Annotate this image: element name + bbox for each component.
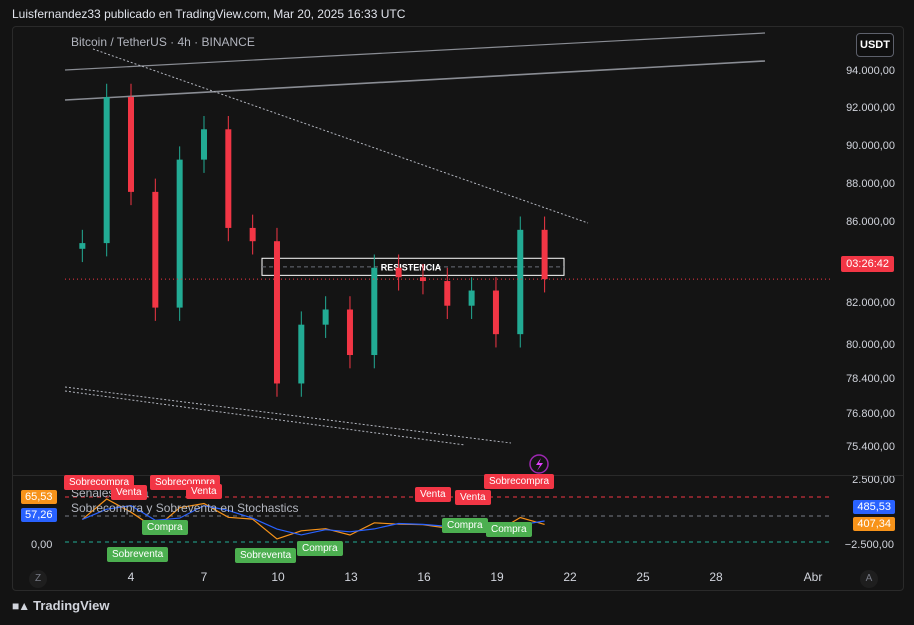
signal-label: Compra bbox=[297, 541, 343, 556]
price-axis-label: 75.400,00 bbox=[846, 441, 895, 453]
time-axis-label: 13 bbox=[344, 570, 358, 584]
chart-frame[interactable]: RESISTENCIA Bitcoin / TetherUS · 4h · BI… bbox=[12, 26, 904, 591]
currency-button[interactable]: USDT bbox=[856, 33, 894, 57]
time-axis-label: 25 bbox=[636, 570, 650, 584]
candle-body bbox=[492, 290, 499, 335]
signal-label: Sobrecompra bbox=[484, 474, 555, 489]
descending-trendline bbox=[92, 48, 589, 224]
resistance-label: RESISTENCIA bbox=[381, 262, 442, 272]
support-trendline-2 bbox=[64, 390, 466, 446]
brand-text: TradingView bbox=[33, 598, 110, 613]
price-axis-label: 76.800,00 bbox=[846, 408, 895, 420]
price-axis-label: 2.500,00 bbox=[852, 474, 895, 486]
time-axis-label: 7 bbox=[200, 570, 208, 584]
candle-body bbox=[517, 229, 524, 335]
bar-countdown-badge: 03:26:42 bbox=[841, 256, 894, 272]
price-axis-label: 86.000,00 bbox=[846, 216, 895, 228]
candle-body bbox=[346, 309, 353, 356]
oscillator-value-badge-blue: 485,53 bbox=[853, 500, 895, 514]
signal-label: Venta bbox=[415, 487, 451, 502]
candle-body bbox=[128, 97, 134, 192]
signal-label: Venta bbox=[455, 490, 491, 505]
time-axis-label: 10 bbox=[271, 570, 285, 584]
candle-body bbox=[225, 129, 232, 228]
k-value-badge: 65,53 bbox=[21, 490, 57, 504]
channel-line-upper-outer bbox=[64, 32, 766, 71]
tradingview-brand[interactable]: ■▲ TradingView bbox=[12, 598, 109, 613]
candle-body bbox=[273, 241, 280, 384]
price-axis-label: 94.000,00 bbox=[846, 65, 895, 77]
candle-body bbox=[419, 277, 426, 282]
candle-body bbox=[176, 159, 183, 308]
candle-body bbox=[395, 267, 402, 278]
candle-body bbox=[541, 229, 548, 280]
lightning-bolt bbox=[536, 458, 543, 471]
time-axis-label: 16 bbox=[417, 570, 431, 584]
candle-body bbox=[152, 191, 159, 308]
signal-label: Sobreventa bbox=[107, 547, 169, 562]
time-axis-label: 28 bbox=[709, 570, 723, 584]
time-axis-label: Abr bbox=[803, 570, 823, 584]
auto-scale-button[interactable]: A bbox=[860, 570, 878, 588]
price-axis-label: 92.000,00 bbox=[846, 102, 895, 114]
oscillator-title: Sobrecompra y Sobreventa en Stochastics bbox=[71, 501, 299, 515]
price-axis-label: 82.000,00 bbox=[846, 297, 895, 309]
pane-divider[interactable] bbox=[13, 475, 903, 476]
candle-body bbox=[468, 290, 475, 306]
candle-body bbox=[371, 267, 378, 356]
candle-body bbox=[249, 227, 256, 242]
candle-body bbox=[103, 97, 110, 244]
price-chart[interactable]: RESISTENCIA bbox=[13, 27, 903, 590]
price-axis-label: 80.000,00 bbox=[846, 339, 895, 351]
signal-label: Venta bbox=[186, 484, 222, 499]
symbol-title: Bitcoin / TetherUS · 4h · BINANCE bbox=[71, 35, 255, 49]
price-axis-label: 90.000,00 bbox=[846, 140, 895, 152]
publication-caption: Luisfernandez33 publicado en TradingView… bbox=[12, 7, 406, 21]
oscillator-axis-label: −2.500,00 bbox=[844, 539, 894, 551]
support-trendline bbox=[64, 386, 512, 444]
candle-body bbox=[322, 309, 329, 325]
price-axis-label: 88.000,00 bbox=[846, 178, 895, 190]
candle-body bbox=[79, 243, 86, 249]
time-axis-label: 19 bbox=[490, 570, 504, 584]
tradingview-logo-icon: ■▲ bbox=[12, 598, 30, 613]
signal-label: Compra bbox=[442, 518, 488, 533]
d-value-badge: 57,26 bbox=[21, 508, 57, 522]
oscillator-left-axis-label: 0,00 bbox=[31, 539, 53, 551]
timezone-button[interactable]: Z bbox=[29, 570, 47, 588]
time-axis-label: 22 bbox=[563, 570, 577, 584]
time-axis-label: 4 bbox=[127, 570, 135, 584]
candle-body bbox=[200, 129, 207, 160]
signal-label: Venta bbox=[111, 485, 147, 500]
signal-label: Compra bbox=[486, 522, 532, 537]
oscillator-value-badge-orange: 407,34 bbox=[853, 517, 895, 531]
price-axis-label: 78.400,00 bbox=[846, 373, 895, 385]
candle-body bbox=[298, 324, 305, 384]
candle-body bbox=[444, 281, 451, 306]
lightning-icon bbox=[529, 454, 549, 474]
channel-line-upper bbox=[64, 60, 766, 101]
signal-label: Sobreventa bbox=[235, 548, 297, 563]
signal-label: Compra bbox=[142, 520, 188, 535]
